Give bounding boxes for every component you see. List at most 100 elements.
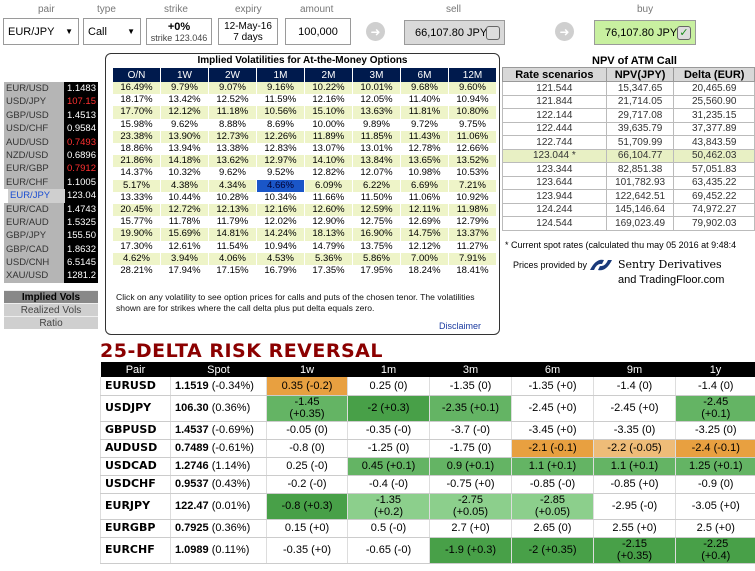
vol-cell[interactable]: 11.89% [305,130,352,144]
vol-cell[interactable]: 9.89% [353,118,400,131]
spot-rate-row[interactable]: EUR/GBP 0.7912 [4,162,98,176]
vol-cell[interactable]: 14.24% [257,228,304,241]
pair-select[interactable]: EUR/JPY ▼ [3,18,79,45]
vol-cell[interactable]: 10.32% [161,167,208,180]
vol-cell[interactable]: 12.11% [401,204,448,217]
vol-cell[interactable]: 10.94% [449,94,496,107]
vol-cell[interactable]: 17.95% [353,265,400,278]
spot-rate-row[interactable]: EUR/JPY 123.04 [4,189,98,203]
vol-cell[interactable]: 10.53% [449,167,496,180]
strike-field[interactable]: +0% strike 123.046 [146,18,212,45]
spot-rate-row[interactable]: XAU/USD 1281.2 [4,269,98,283]
vol-cell[interactable]: 14.18% [161,155,208,168]
spot-rate-row[interactable]: USD/CNH 6.5145 [4,256,98,270]
vol-cell[interactable]: 16.90% [353,228,400,241]
buy-price-button[interactable]: 76,107.80 JPY ✓ [594,20,696,45]
vol-cell[interactable]: 10.01% [353,82,400,95]
vol-cell[interactable]: 17.30% [113,240,160,253]
vol-cell[interactable]: 11.78% [161,216,208,229]
vol-cell[interactable]: 23.38% [113,130,160,144]
vol-cell[interactable]: 9.07% [209,82,256,95]
vol-cell[interactable]: 9.72% [401,118,448,131]
vol-cell[interactable]: 12.66% [449,143,496,156]
vol-cell[interactable]: 6.22% [353,179,400,192]
vol-cell[interactable]: 12.79% [449,216,496,229]
vol-cell[interactable]: 4.66% [257,179,304,192]
spot-rate-row[interactable]: AUD/USD 0.7493 [4,135,98,149]
vol-cell[interactable]: 17.35% [305,265,352,278]
vol-cell[interactable]: 19.90% [113,228,160,241]
vol-cell[interactable]: 11.40% [401,94,448,107]
vol-cell[interactable]: 13.62% [209,155,256,168]
vol-cell[interactable]: 12.61% [161,240,208,253]
vol-cell[interactable]: 10.56% [257,106,304,119]
vol-cell[interactable]: 12.69% [401,216,448,229]
vol-cell[interactable]: 13.52% [449,155,496,168]
vol-cell[interactable]: 6.69% [401,179,448,192]
vol-cell[interactable]: 10.22% [305,82,352,95]
spot-rate-row[interactable]: EUR/CHF 1.1005 [4,175,98,190]
spot-rate-row[interactable]: NZD/USD 0.6896 [4,148,98,163]
vol-cell[interactable]: 5.86% [353,252,400,266]
vol-cell[interactable]: 10.98% [401,167,448,180]
vol-cell[interactable]: 10.80% [449,106,496,119]
realized-vols-tab[interactable]: Realized Vols [4,303,98,316]
vol-cell[interactable]: 12.16% [257,204,304,217]
vol-cell[interactable]: 16.49% [113,82,160,95]
vol-cell[interactable]: 13.84% [353,155,400,168]
vol-cell[interactable]: 12.83% [257,143,304,156]
ratio-tab[interactable]: Ratio [4,316,98,329]
vol-cell[interactable]: 13.42% [161,94,208,107]
spot-rate-row[interactable]: GBP/JPY 155.50 [4,229,98,243]
spot-rate-row[interactable]: GBP/CAD 1.8632 [4,242,98,257]
vol-cell[interactable]: 12.52% [209,94,256,107]
vol-cell[interactable]: 14.75% [401,228,448,241]
amount-input[interactable]: 100,000 [285,18,351,45]
vol-cell[interactable]: 12.75% [353,216,400,229]
vol-cell[interactable]: 12.12% [401,240,448,253]
vol-cell[interactable]: 13.37% [449,228,496,241]
vol-cell[interactable]: 12.12% [161,106,208,119]
vol-cell[interactable]: 11.54% [209,240,256,253]
implied-vols-tab[interactable]: Implied Vols [4,290,98,303]
vol-cell[interactable]: 5.36% [305,252,352,266]
vol-cell[interactable]: 16.79% [257,265,304,278]
sell-price-button[interactable]: 66,107.80 JPY [404,20,505,45]
vol-cell[interactable]: 12.97% [257,155,304,168]
vol-cell[interactable]: 11.85% [353,130,400,144]
vol-cell[interactable]: 4.38% [161,179,208,192]
vol-cell[interactable]: 14.81% [209,228,256,241]
vol-cell[interactable]: 11.59% [257,94,304,107]
vol-cell[interactable]: 10.00% [305,118,352,131]
vol-cell[interactable]: 11.43% [401,130,448,144]
type-select[interactable]: Call ▼ [83,18,141,45]
vol-cell[interactable]: 12.90% [305,216,352,229]
vol-cell[interactable]: 12.13% [209,204,256,217]
vol-cell[interactable]: 10.34% [257,191,304,205]
spot-rate-row[interactable]: GBP/USD 1.4513 [4,108,98,123]
vol-cell[interactable]: 3.94% [161,252,208,266]
vol-cell[interactable]: 6.09% [305,179,352,192]
vol-cell[interactable]: 28.21% [113,265,160,278]
vol-cell[interactable]: 12.16% [305,94,352,107]
vol-cell[interactable]: 11.81% [401,106,448,119]
vol-cell[interactable]: 11.18% [209,106,256,119]
vol-cell[interactable]: 13.63% [353,106,400,119]
vol-cell[interactable]: 4.34% [209,179,256,192]
vol-cell[interactable]: 12.82% [305,167,352,180]
vol-cell[interactable]: 21.86% [113,155,160,168]
vol-cell[interactable]: 11.79% [209,216,256,229]
vol-cell[interactable]: 9.62% [161,118,208,131]
vol-cell[interactable]: 12.26% [257,130,304,144]
vol-cell[interactable]: 13.38% [209,143,256,156]
vol-cell[interactable]: 9.68% [401,82,448,95]
vol-cell[interactable]: 7.21% [449,179,496,192]
vol-cell[interactable]: 4.06% [209,252,256,266]
vol-cell[interactable]: 7.91% [449,252,496,266]
spot-rate-row[interactable]: USD/JPY 107.15 [4,95,98,109]
vol-cell[interactable]: 12.02% [257,216,304,229]
vol-cell[interactable]: 18.17% [113,94,160,107]
vol-cell[interactable]: 9.79% [161,82,208,95]
vol-cell[interactable]: 12.72% [161,204,208,217]
vol-cell[interactable]: 9.16% [257,82,304,95]
